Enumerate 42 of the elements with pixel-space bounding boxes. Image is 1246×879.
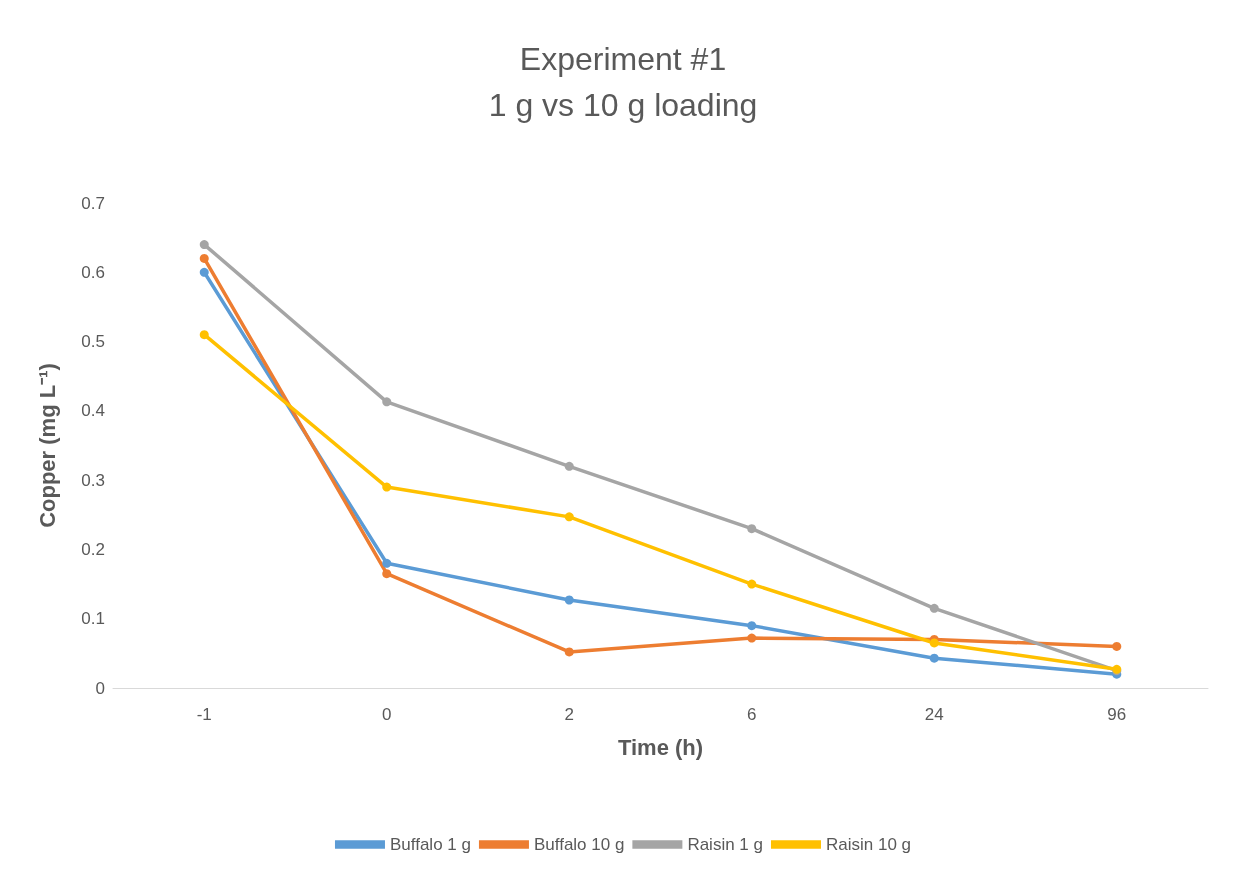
point: [929, 603, 939, 613]
x-tick-label: 6: [747, 705, 757, 724]
point: [199, 240, 209, 250]
y-tick-label: 0.5: [81, 332, 105, 352]
x-tick-label: 2: [564, 705, 574, 724]
y-tick-label: 0.3: [81, 470, 105, 490]
y-tick-label: 0.6: [81, 262, 105, 282]
x-tick-label: 0: [382, 705, 392, 724]
y-tick-label: 0.4: [81, 401, 105, 421]
legend-label: Buffalo 10 g: [533, 835, 625, 854]
chart-title: Experiment #1: [519, 41, 727, 77]
point: [199, 253, 209, 263]
x-axis-title: Time (h): [617, 734, 704, 760]
x-tick-label: 96: [1107, 705, 1127, 724]
point: [747, 633, 757, 643]
y-tick-label: 0: [95, 678, 105, 698]
point: [564, 595, 574, 605]
point: [747, 621, 757, 631]
point: [199, 330, 209, 340]
chart-subtitle: 1 g vs 10 g loading: [488, 87, 758, 123]
point: [382, 558, 392, 568]
point: [382, 482, 392, 492]
x-tick-label: 24: [924, 705, 944, 724]
point: [929, 653, 939, 663]
legend-label: Raisin 1 g: [687, 835, 763, 854]
y-tick-label: 0.1: [81, 609, 105, 629]
point: [199, 267, 209, 277]
y-axis-title: Copper (mg L⁻¹): [34, 363, 60, 528]
point: [564, 512, 574, 522]
y-tick-label: 0.7: [81, 193, 105, 213]
point: [564, 647, 574, 657]
legend-label: Buffalo 1 g: [389, 835, 471, 854]
point: [382, 569, 392, 579]
legend-label: Raisin 10 g: [825, 835, 912, 854]
point: [382, 397, 392, 407]
point: [564, 461, 574, 471]
point: [929, 638, 939, 648]
point: [747, 579, 757, 589]
x-tick-label: -1: [196, 705, 212, 724]
point: [1112, 641, 1122, 651]
y-tick-label: 0.2: [81, 539, 105, 559]
point: [747, 524, 757, 534]
